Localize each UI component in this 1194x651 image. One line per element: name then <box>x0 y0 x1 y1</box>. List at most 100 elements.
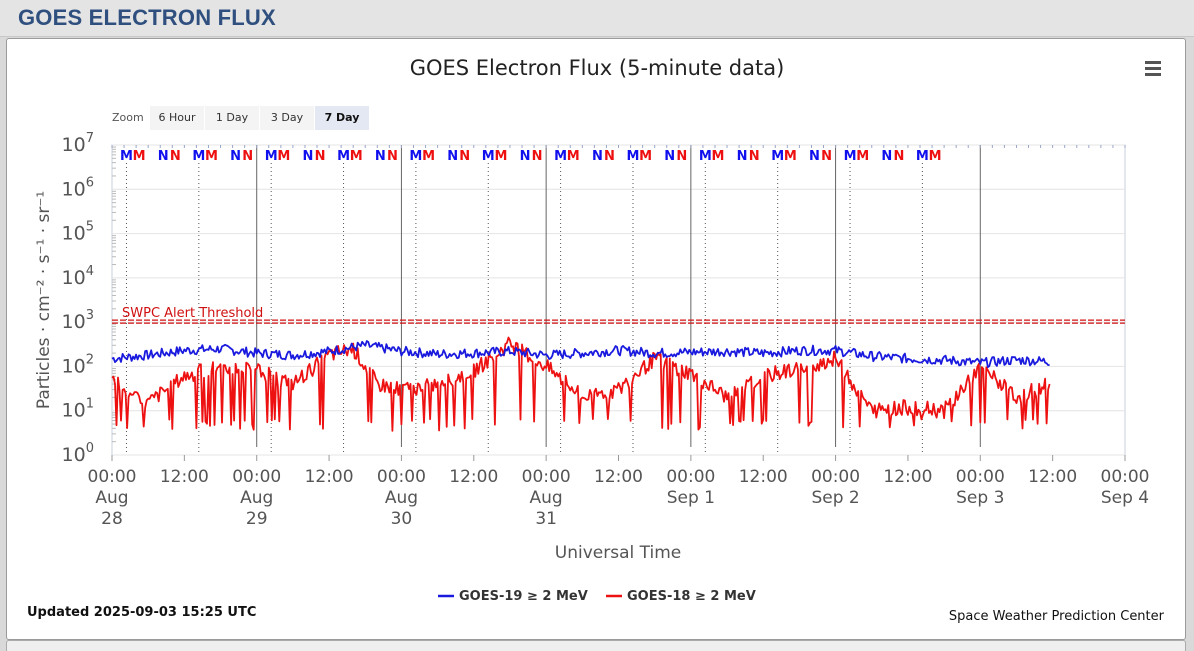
marker-letter: N <box>749 149 760 164</box>
x-tick-label: 00:00 <box>956 467 1005 487</box>
marker-letter: M <box>712 149 725 164</box>
y-tick-label: 106 <box>62 175 94 200</box>
marker-letter: N <box>893 149 904 164</box>
updated-timestamp: Updated 2025-09-03 15:25 UTC <box>27 605 257 620</box>
y-tick-label: 100 <box>62 441 94 466</box>
marker-letter: N <box>303 149 314 164</box>
x-tick-label: 00:00 <box>232 467 281 487</box>
marker-letter: N <box>664 149 675 164</box>
marker-letter: N <box>520 149 531 164</box>
marker-letter: M <box>409 149 422 164</box>
x-tick-label-month: Aug <box>530 488 563 508</box>
marker-letter: M <box>494 149 507 164</box>
x-axis-title: Universal Time <box>555 543 681 563</box>
marker-letter: M <box>639 149 652 164</box>
x-tick-label: 12:00 <box>449 467 498 487</box>
page-title: GOES ELECTRON FLUX <box>18 5 276 30</box>
x-tick-label-month: Sep 1 <box>667 488 715 508</box>
marker-letter: N <box>387 149 398 164</box>
x-tick-label-month: Sep 2 <box>811 488 859 508</box>
x-tick-label-month: Aug <box>240 488 273 508</box>
marker-letter: M <box>771 149 784 164</box>
x-tick-label: 00:00 <box>377 467 426 487</box>
y-tick-label: 104 <box>62 264 94 289</box>
zoom-1-day-button[interactable]: 1 Day <box>205 106 259 130</box>
marker-letter: M <box>133 149 146 164</box>
y-tick-label: 105 <box>62 220 94 245</box>
x-tick-label: 00:00 <box>811 467 860 487</box>
marker-letter: N <box>532 149 543 164</box>
marker-letter: N <box>158 149 169 164</box>
marker-letter: N <box>881 149 892 164</box>
x-tick-label-day: 31 <box>535 509 557 529</box>
threshold-label: SWPC Alert Threshold <box>122 306 263 321</box>
marker-letter: M <box>482 149 495 164</box>
hamburger-menu-icon[interactable] <box>1140 58 1166 82</box>
x-tick-label: 12:00 <box>594 467 643 487</box>
x-tick-label-month: Aug <box>95 488 128 508</box>
next-panel-edge <box>6 640 1186 651</box>
marker-letter: N <box>821 149 832 164</box>
zoom-3-day-button[interactable]: 3 Day <box>260 106 314 130</box>
x-tick-label-month: Sep 4 <box>1101 488 1149 508</box>
y-tick-label: 107 <box>62 131 94 156</box>
marker-letter: N <box>242 149 253 164</box>
legend-item: GOES-18 ≥ 2 MeV <box>627 589 756 604</box>
marker-letter: M <box>916 149 929 164</box>
x-tick-label-day: 30 <box>391 509 413 529</box>
x-tick-label: 12:00 <box>739 467 788 487</box>
page-header: GOES ELECTRON FLUX <box>0 0 1194 37</box>
series-goes19-line <box>111 340 1050 368</box>
marker-letter: N <box>230 149 241 164</box>
marker-letter: M <box>784 149 797 164</box>
x-tick-label: 00:00 <box>666 467 715 487</box>
y-tick-label: 102 <box>62 352 94 377</box>
marker-letter: M <box>265 149 278 164</box>
x-tick-label: 12:00 <box>883 467 932 487</box>
marker-letter: M <box>844 149 857 164</box>
x-tick-label: 00:00 <box>1101 467 1150 487</box>
marker-letter: N <box>459 149 470 164</box>
x-tick-label-day: 29 <box>246 509 268 529</box>
y-tick-label: 101 <box>62 397 94 422</box>
marker-letter: M <box>350 149 363 164</box>
x-tick-label: 12:00 <box>305 467 354 487</box>
x-tick-label: 00:00 <box>522 467 571 487</box>
marker-letter: M <box>554 149 567 164</box>
x-tick-label: 12:00 <box>1028 467 1077 487</box>
x-tick-label-month: Sep 3 <box>956 488 1004 508</box>
marker-letter: M <box>337 149 350 164</box>
marker-letter: M <box>120 149 133 164</box>
x-tick-label: 00:00 <box>88 467 137 487</box>
marker-letter: M <box>205 149 218 164</box>
marker-letter: M <box>567 149 580 164</box>
marker-letter: N <box>375 149 386 164</box>
marker-letter: N <box>315 149 326 164</box>
chart-title: GOES Electron Flux (5-minute data) <box>410 56 785 80</box>
marker-letter: N <box>170 149 181 164</box>
marker-letter: M <box>422 149 435 164</box>
zoom-label: Zoom <box>112 111 144 124</box>
marker-letter: M <box>699 149 712 164</box>
marker-letter: N <box>447 149 458 164</box>
plot-area <box>111 144 1126 456</box>
marker-letter: N <box>604 149 615 164</box>
marker-letter: M <box>277 149 290 164</box>
marker-letter: N <box>592 149 603 164</box>
marker-letter: N <box>737 149 748 164</box>
y-tick-label: 103 <box>62 308 94 333</box>
marker-letter: M <box>627 149 640 164</box>
marker-letter: N <box>809 149 820 164</box>
zoom-7-day-button[interactable]: 7 Day <box>315 106 369 130</box>
marker-letter: N <box>676 149 687 164</box>
series-goes18-line <box>111 336 1051 432</box>
x-tick-label: 12:00 <box>160 467 209 487</box>
credit-text: Space Weather Prediction Center <box>948 609 1164 624</box>
y-axis-title: Particles · cm⁻² · s⁻¹ · sr⁻¹ <box>34 191 54 409</box>
marker-letter: M <box>929 149 942 164</box>
legend-item: GOES-19 ≥ 2 MeV <box>459 589 588 604</box>
zoom-6-hour-button[interactable]: 6 Hour <box>150 106 204 130</box>
x-tick-label-month: Aug <box>385 488 418 508</box>
marker-letter: M <box>856 149 869 164</box>
